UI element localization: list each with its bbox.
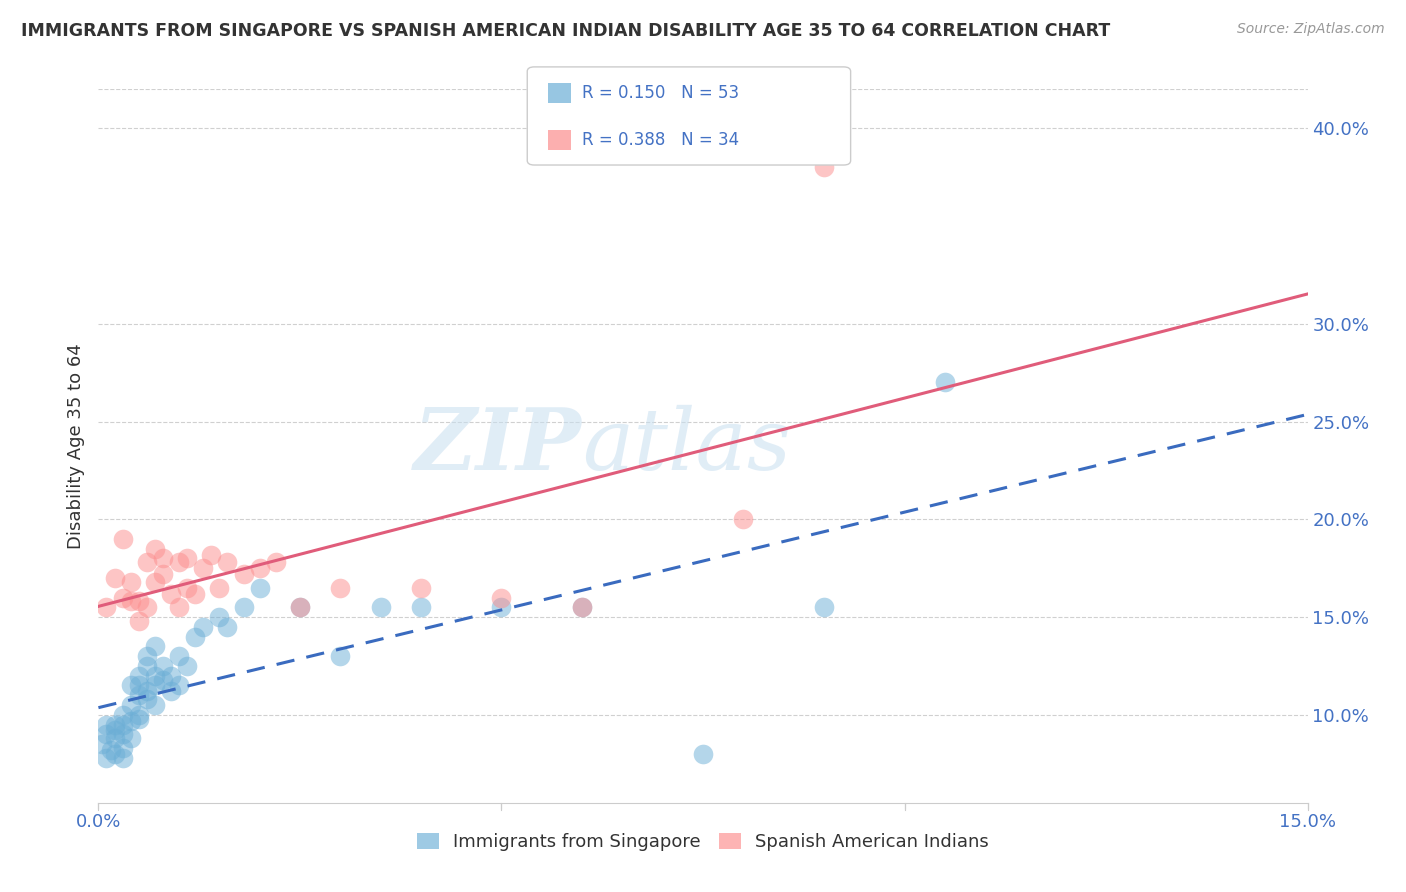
Point — [152, 673, 174, 687]
Point — [111, 717, 134, 731]
Point — [103, 747, 125, 761]
Point — [103, 571, 125, 585]
Point — [692, 747, 714, 761]
Point — [167, 649, 190, 664]
Point — [152, 567, 174, 582]
Point — [329, 649, 352, 664]
Point — [176, 659, 198, 673]
Point — [103, 723, 125, 738]
Point — [249, 581, 271, 595]
Point — [193, 561, 215, 575]
Point — [96, 717, 118, 731]
Point — [111, 741, 134, 756]
Point — [571, 600, 593, 615]
Text: atlas: atlas — [582, 405, 792, 487]
Point — [200, 548, 222, 562]
Point — [96, 600, 118, 615]
Point — [120, 714, 142, 728]
Point — [934, 376, 956, 390]
Point — [733, 512, 755, 526]
Text: R = 0.150   N = 53: R = 0.150 N = 53 — [582, 84, 740, 102]
Point — [135, 555, 157, 569]
Point — [128, 614, 150, 628]
Point — [111, 727, 134, 741]
Point — [370, 600, 392, 615]
Y-axis label: Disability Age 35 to 64: Disability Age 35 to 64 — [66, 343, 84, 549]
Point — [160, 684, 183, 698]
Point — [128, 669, 150, 683]
Point — [143, 541, 166, 556]
Point — [128, 707, 150, 722]
Text: IMMIGRANTS FROM SINGAPORE VS SPANISH AMERICAN INDIAN DISABILITY AGE 35 TO 64 COR: IMMIGRANTS FROM SINGAPORE VS SPANISH AME… — [21, 22, 1111, 40]
Point — [193, 620, 215, 634]
Point — [143, 640, 166, 654]
Point — [167, 678, 190, 692]
Point — [111, 591, 134, 605]
Point — [135, 684, 157, 698]
Point — [143, 678, 166, 692]
Point — [264, 555, 287, 569]
Point — [120, 574, 142, 589]
Point — [208, 610, 231, 624]
Point — [143, 698, 166, 712]
Point — [103, 717, 125, 731]
Point — [288, 600, 311, 615]
Legend: Immigrants from Singapore, Spanish American Indians: Immigrants from Singapore, Spanish Ameri… — [411, 825, 995, 858]
Point — [135, 600, 157, 615]
Point — [491, 600, 513, 615]
Point — [120, 678, 142, 692]
Point — [232, 600, 254, 615]
Point — [288, 600, 311, 615]
Point — [111, 707, 134, 722]
Point — [135, 659, 157, 673]
Point — [128, 688, 150, 702]
Point — [143, 574, 166, 589]
Point — [217, 620, 239, 634]
Point — [232, 567, 254, 582]
Point — [160, 669, 183, 683]
Point — [249, 561, 271, 575]
Point — [184, 586, 207, 600]
Point — [120, 698, 142, 712]
Point — [152, 659, 174, 673]
Point — [217, 555, 239, 569]
Point — [135, 649, 157, 664]
Point — [128, 712, 150, 726]
Point — [176, 581, 198, 595]
Point — [813, 161, 835, 175]
Point — [143, 669, 166, 683]
Text: Source: ZipAtlas.com: Source: ZipAtlas.com — [1237, 22, 1385, 37]
Point — [409, 600, 432, 615]
Point — [571, 600, 593, 615]
Point — [111, 751, 134, 765]
Point — [160, 586, 183, 600]
Point — [329, 581, 352, 595]
Point — [100, 743, 122, 757]
Text: R = 0.388   N = 34: R = 0.388 N = 34 — [582, 131, 740, 149]
Point — [167, 555, 190, 569]
Point — [813, 600, 835, 615]
Point — [167, 600, 190, 615]
Point — [491, 591, 513, 605]
Point — [184, 630, 207, 644]
Point — [176, 551, 198, 566]
Point — [91, 737, 114, 751]
Point — [120, 594, 142, 608]
Point — [208, 581, 231, 595]
Point — [96, 727, 118, 741]
Point — [111, 532, 134, 546]
Point — [152, 551, 174, 566]
Text: ZIP: ZIP — [415, 404, 582, 488]
Point — [128, 678, 150, 692]
Point — [103, 731, 125, 746]
Point — [128, 594, 150, 608]
Point — [409, 581, 432, 595]
Point — [120, 731, 142, 746]
Point — [135, 692, 157, 706]
Point — [96, 751, 118, 765]
